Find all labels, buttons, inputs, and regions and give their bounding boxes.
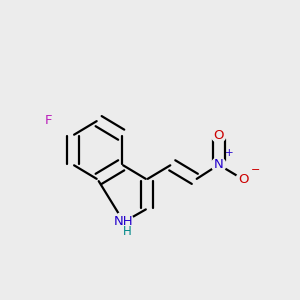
- Text: O: O: [214, 129, 224, 142]
- Text: F: F: [45, 114, 52, 127]
- Text: +: +: [225, 148, 234, 158]
- Text: N: N: [214, 158, 224, 171]
- Circle shape: [236, 172, 250, 187]
- Text: −: −: [250, 164, 260, 175]
- Text: O: O: [238, 173, 248, 186]
- Text: NH: NH: [114, 215, 134, 229]
- Circle shape: [212, 128, 226, 142]
- Circle shape: [114, 212, 134, 232]
- Circle shape: [212, 158, 226, 172]
- Circle shape: [41, 113, 56, 128]
- Text: H: H: [123, 225, 131, 238]
